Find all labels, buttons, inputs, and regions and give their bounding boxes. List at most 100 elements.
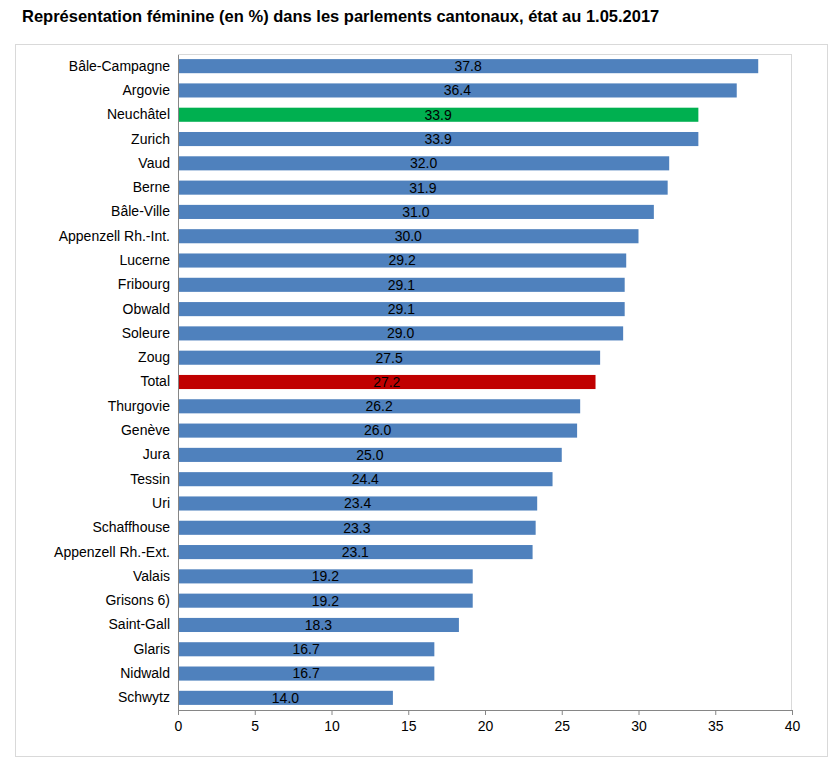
- data-label: 26.2: [365, 398, 392, 414]
- y-tick: Zoug: [138, 349, 178, 365]
- y-tick: Tessin: [130, 471, 178, 487]
- y-tick: Schwytz: [118, 689, 178, 705]
- x-tick: 10: [324, 710, 340, 734]
- y-tick: Uri: [152, 495, 178, 511]
- x-tick-mark: [255, 710, 256, 715]
- category-label: Neuchâtel: [107, 106, 170, 122]
- data-label: 31.9: [409, 180, 436, 196]
- category-label: Bâle-Campagne: [69, 58, 170, 74]
- x-tick-label: 10: [324, 718, 340, 734]
- data-label: 33.9: [425, 131, 452, 147]
- category-label: Glaris: [133, 641, 170, 657]
- data-label: 16.7: [293, 641, 320, 657]
- category-label: Valais: [133, 568, 170, 584]
- y-axis-line: [178, 55, 179, 711]
- category-label: Zurich: [131, 131, 170, 147]
- y-tick: Appenzell Rh.-Ext.: [54, 544, 178, 560]
- category-label: Nidwald: [120, 665, 170, 681]
- category-label: Grisons 6): [105, 592, 170, 608]
- y-tick: Valais: [133, 568, 178, 584]
- category-label: Appenzell Rh.-Ext.: [54, 544, 170, 560]
- plot: 0510152025303540Bâle-CampagneArgovieNeuc…: [54, 54, 800, 734]
- y-tick: Lucerne: [119, 252, 178, 268]
- x-tick-label: 5: [251, 718, 259, 734]
- category-label: Thurgovie: [108, 398, 170, 414]
- data-label: 26.0: [364, 422, 391, 438]
- y-tick: Saint-Gall: [109, 616, 178, 632]
- x-tick-mark: [715, 710, 716, 715]
- data-label: 23.4: [344, 495, 371, 511]
- y-tick: Fribourg: [118, 276, 178, 292]
- y-tick: Bâle-Campagne: [69, 58, 178, 74]
- y-tick: Obwald: [123, 301, 178, 317]
- data-label: 27.2: [373, 374, 400, 390]
- category-label: Bâle-Ville: [111, 203, 170, 219]
- data-label: 29.1: [388, 277, 415, 293]
- x-tick: 15: [401, 710, 417, 734]
- category-label: Appenzell Rh.-Int.: [59, 228, 170, 244]
- x-tick-mark: [408, 710, 409, 715]
- y-tick: Nidwald: [120, 665, 178, 681]
- x-tick-label: 40: [785, 718, 801, 734]
- y-tick: Glaris: [133, 641, 178, 657]
- x-tick-mark: [485, 710, 486, 715]
- x-tick-label: 25: [554, 718, 570, 734]
- data-label: 36.4: [444, 82, 471, 98]
- y-tick: Total: [140, 373, 178, 389]
- data-label: 16.7: [293, 665, 320, 681]
- category-label: Lucerne: [119, 252, 170, 268]
- category-label: Saint-Gall: [109, 616, 170, 632]
- data-label: 23.1: [342, 544, 369, 560]
- x-tick-label: 35: [708, 718, 724, 734]
- data-label: 29.2: [388, 252, 415, 268]
- plot-frame: [791, 54, 792, 710]
- x-axis-line: [179, 711, 793, 716]
- y-tick: Appenzell Rh.-Int.: [59, 228, 178, 244]
- data-label: 23.3: [343, 520, 370, 536]
- title: Représentation féminine (en %) dans les …: [22, 7, 659, 25]
- data-label: 29.1: [388, 301, 415, 317]
- data-label: 31.0: [402, 204, 429, 220]
- x-tick: 35: [708, 710, 724, 734]
- data-label: 27.5: [375, 350, 402, 366]
- bars: [178, 59, 758, 705]
- x-tick-mark: [178, 710, 179, 715]
- y-tick: Soleure: [122, 325, 178, 341]
- y-tick: Berne: [133, 179, 178, 195]
- y-tick: Argovie: [123, 82, 178, 98]
- category-label: Zoug: [138, 349, 170, 365]
- y-tick: Jura: [143, 446, 178, 462]
- x-tick: 25: [554, 710, 570, 734]
- data-label: 32.0: [410, 155, 437, 171]
- data-label: 30.0: [395, 228, 422, 244]
- x-tick: 40: [785, 710, 801, 734]
- x-tick-label: 0: [175, 718, 183, 734]
- y-tick: Genève: [121, 422, 178, 438]
- x-tick-mark: [562, 710, 563, 715]
- data-label: 37.8: [454, 58, 481, 74]
- category-label: Tessin: [130, 471, 170, 487]
- x-tick-mark: [792, 710, 793, 715]
- category-label: Fribourg: [118, 276, 170, 292]
- y-tick: Bâle-Ville: [111, 203, 178, 219]
- plot-frame: [178, 54, 792, 55]
- y-tick: Grisons 6): [105, 592, 178, 608]
- y-tick: Schaffhouse: [92, 519, 178, 535]
- data-label: 33.9: [425, 107, 452, 123]
- chart: Représentation féminine (en %) dans les …: [0, 0, 832, 764]
- x-tick-mark: [639, 710, 640, 715]
- chart-border: [16, 45, 828, 757]
- category-label: Total: [140, 373, 170, 389]
- category-label: Berne: [133, 179, 171, 195]
- data-label: 14.0: [272, 690, 299, 706]
- category-label: Genève: [121, 422, 170, 438]
- data-label: 18.3: [305, 617, 332, 633]
- data-label: 19.2: [312, 593, 339, 609]
- category-label: Vaud: [138, 155, 170, 171]
- data-label: 25.0: [356, 447, 383, 463]
- x-tick-label: 30: [631, 718, 647, 734]
- data-label: 19.2: [312, 568, 339, 584]
- x-tick-mark: [332, 710, 333, 715]
- y-tick: Vaud: [138, 155, 178, 171]
- x-tick-label: 15: [401, 718, 417, 734]
